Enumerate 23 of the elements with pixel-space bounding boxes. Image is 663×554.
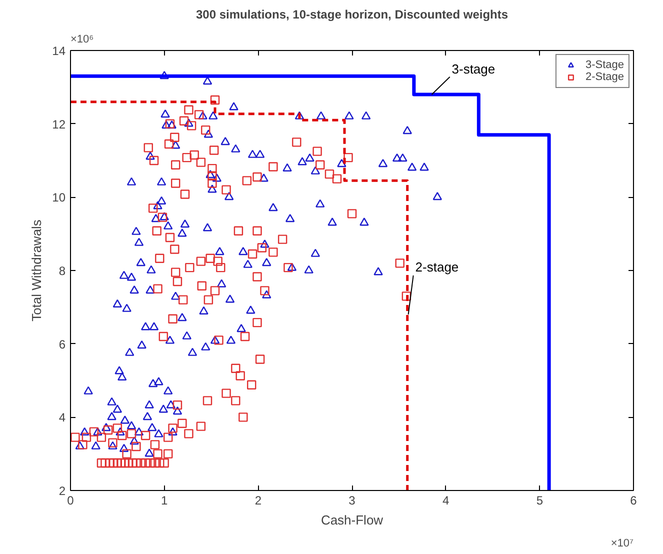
x-tick-label: 4 [442, 494, 450, 508]
x-tick-label: 2 [254, 494, 262, 508]
x-tick-label: 1 [160, 494, 168, 508]
annotation: 2-stage [415, 260, 459, 274]
y-axis-title: Total Withdrawals [29, 219, 44, 322]
chart-title: 300 simulations, 10-stage horizon, Discounted weights [196, 8, 508, 22]
legend-label: 2-Stage [585, 71, 624, 83]
annotation: 3-stage [452, 62, 496, 76]
y-tick-label: 2 [58, 484, 66, 498]
y-tick-label: 10 [52, 190, 66, 205]
y-tick-label: 6 [58, 337, 66, 352]
text: ×10⁷ [610, 538, 634, 550]
legend-label: 3-Stage [585, 59, 624, 71]
y-tick-label: 12 [52, 117, 66, 132]
x-tick-label: 0 [67, 494, 74, 508]
y-tick-label: 14 [52, 44, 66, 58]
x-tick-label: 5 [536, 494, 544, 508]
x-tick-label: 6 [630, 494, 638, 508]
text: ×10⁶ [70, 34, 94, 46]
x-axis-title: Cash-Flow [320, 512, 384, 528]
y-tick-label: 4 [58, 410, 66, 425]
y-tick-label: 8 [58, 264, 66, 278]
x-tick-label: 3 [348, 494, 356, 508]
